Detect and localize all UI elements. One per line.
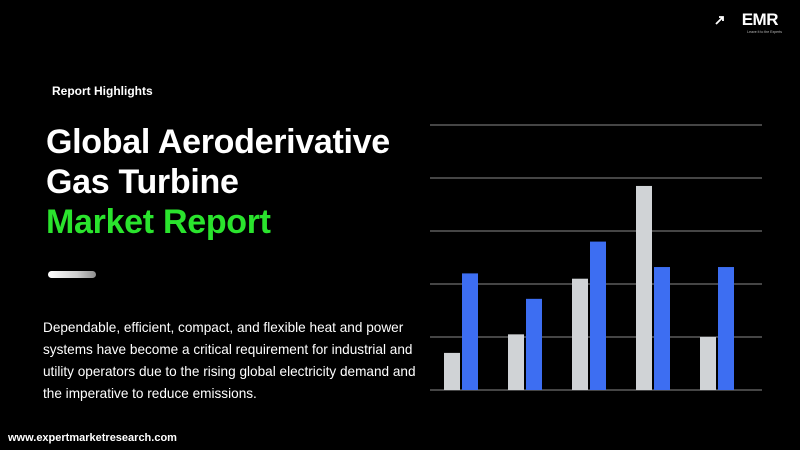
bar-gray [444,352,460,390]
bar-blue [654,267,670,390]
description-text: Dependable, efficient, compact, and flex… [43,320,416,401]
bar-gray [508,334,524,390]
title-line-3: Market Report [46,203,271,241]
bar-gray [636,185,652,390]
bar-blue [590,241,606,390]
decorative-divider [48,271,96,278]
emr-logo[interactable]: EMR Leave it to the Experts [712,10,782,38]
bar-blue [462,273,478,390]
title-line-2: Gas Turbine [46,163,239,201]
bar-blue [718,267,734,390]
logo-tagline: Leave it to the Experts [747,30,782,34]
page-title: Global Aeroderivative Gas Turbine Market… [46,122,390,242]
bar-gray [700,337,716,390]
arrow-up-right-icon [715,16,724,25]
footer-url[interactable]: www.expertmarketresearch.com [8,432,177,444]
title-line-1: Global Aeroderivative [46,123,390,161]
logo-text: EMR [741,10,779,29]
report-highlights-label: Report Highlights [52,84,153,98]
bar-gray [572,278,588,390]
bar-blue [526,298,542,390]
